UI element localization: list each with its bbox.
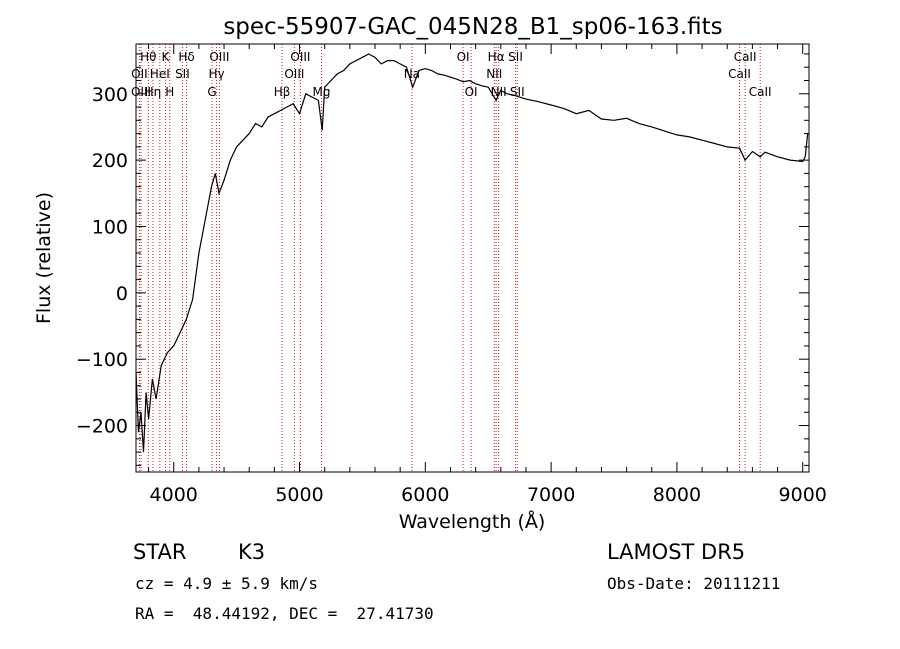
x-tick-label: 5000 [275, 484, 323, 506]
redshift-value: cz = 4.9 ± 5.9 km/s [135, 574, 319, 593]
line-label: OI [457, 50, 470, 64]
y-axis: −200 −100 0 100 200 300 [76, 53, 809, 466]
line-label: OIII [284, 67, 304, 81]
plot-frame [135, 43, 810, 473]
line-label: SII [175, 67, 190, 81]
line-label: K [161, 50, 170, 64]
line-label: HeI [150, 67, 170, 81]
line-label: G [207, 85, 216, 99]
line-label: SII [508, 50, 523, 64]
line-label: NII [486, 67, 502, 81]
y-tick-label: 100 [92, 216, 128, 238]
line-label: Hθ [140, 50, 156, 64]
line-label: OII [131, 67, 148, 81]
line-label: Hγ [208, 67, 224, 81]
coordinates: RA = 48.44192, DEC = 27.41730 [135, 604, 434, 623]
line-label: OI [465, 85, 478, 99]
object-subclass: K3 [238, 540, 266, 564]
x-axis-label: Wavelength (Å) [399, 510, 546, 533]
line-label: CaII [749, 85, 772, 99]
spectral-line-markers [138, 44, 761, 472]
line-label: Hη [145, 85, 162, 99]
x-tick-label: 6000 [401, 484, 449, 506]
line-label: CaII [728, 67, 751, 81]
x-tick-label: 7000 [527, 484, 575, 506]
line-label: Hβ [274, 85, 291, 99]
line-label: Mg [313, 85, 331, 99]
line-label: NII [491, 85, 507, 99]
spectrum-line [135, 53, 809, 453]
line-label: CaII [734, 50, 757, 64]
x-tick-label: 4000 [150, 484, 198, 506]
y-tick-label: −100 [76, 349, 128, 371]
line-label: Hδ [178, 50, 194, 64]
y-tick-label: 300 [92, 84, 128, 106]
x-axis: 4000 5000 6000 7000 8000 9000 [148, 44, 827, 506]
line-label: H [165, 85, 174, 99]
chart-title: spec-55907-GAC_045N28_B1_sp06-163.fits [223, 14, 722, 40]
observation-date: Obs-Date: 20111211 [607, 574, 781, 593]
y-tick-label: 0 [116, 283, 128, 305]
x-tick-label: 8000 [653, 484, 701, 506]
x-tick-label: 9000 [779, 484, 827, 506]
y-tick-label: 200 [92, 150, 128, 172]
y-tick-label: −200 [76, 416, 128, 438]
line-label: OIII [290, 50, 310, 64]
object-class: STAR [133, 540, 187, 564]
y-axis-label: Flux (relative) [33, 192, 55, 324]
line-label: OIII [209, 50, 229, 64]
survey-name: LAMOST DR5 [607, 540, 746, 564]
line-label: Hα [488, 50, 505, 64]
